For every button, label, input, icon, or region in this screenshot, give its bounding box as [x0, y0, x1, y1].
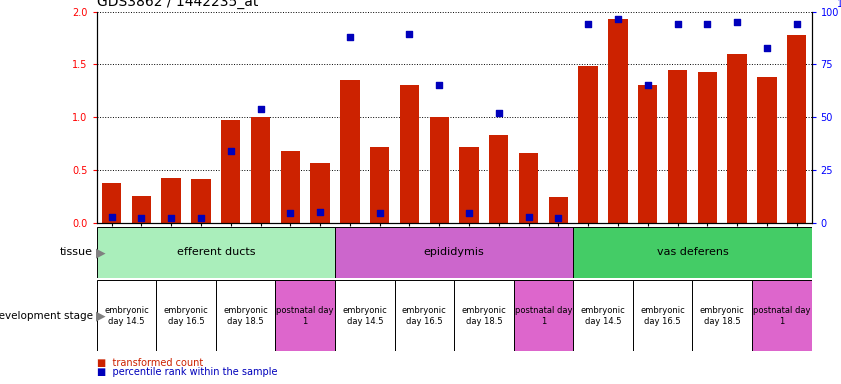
Point — [314, 209, 327, 215]
Bar — [97, 280, 156, 351]
Bar — [752, 280, 812, 351]
Bar — [310, 162, 330, 223]
Text: embryonic
day 18.5: embryonic day 18.5 — [462, 306, 506, 326]
Point — [403, 31, 416, 37]
Bar — [251, 117, 270, 223]
Bar — [638, 85, 658, 223]
Bar — [216, 280, 275, 351]
Bar — [275, 280, 335, 351]
Point — [283, 210, 297, 216]
Text: ■  percentile rank within the sample: ■ percentile rank within the sample — [97, 367, 278, 377]
Bar — [548, 197, 568, 223]
Point — [641, 82, 654, 88]
Bar — [459, 147, 479, 223]
Bar — [757, 77, 776, 223]
Bar — [132, 196, 151, 223]
Text: embryonic
day 14.5: embryonic day 14.5 — [580, 306, 626, 326]
Point — [611, 16, 625, 22]
Point — [373, 210, 386, 216]
Point — [194, 215, 208, 222]
Bar — [579, 66, 598, 223]
Text: tissue: tissue — [60, 247, 93, 258]
Text: efferent ducts: efferent ducts — [177, 247, 255, 258]
Bar — [399, 85, 419, 223]
Bar — [632, 280, 692, 351]
Text: postnatal day
1: postnatal day 1 — [277, 306, 334, 326]
Point — [552, 215, 565, 222]
Bar — [221, 120, 241, 223]
Bar — [692, 280, 752, 351]
Point — [790, 21, 803, 27]
Bar — [394, 280, 454, 351]
Bar — [370, 147, 389, 223]
Y-axis label: 100%: 100% — [837, 0, 841, 10]
Text: ▶: ▶ — [96, 310, 105, 322]
Point — [432, 82, 446, 88]
Bar — [191, 179, 210, 223]
Bar — [727, 54, 747, 223]
Text: embryonic
day 18.5: embryonic day 18.5 — [700, 306, 744, 326]
Bar — [97, 227, 335, 278]
Bar — [281, 151, 300, 223]
Bar — [489, 135, 509, 223]
Point — [254, 106, 267, 112]
Point — [522, 214, 536, 220]
Bar — [519, 153, 538, 223]
Point — [730, 19, 743, 25]
Text: embryonic
day 16.5: embryonic day 16.5 — [640, 306, 685, 326]
Text: ■  transformed count: ■ transformed count — [97, 358, 203, 368]
Point — [701, 21, 714, 27]
Point — [492, 110, 505, 116]
Text: embryonic
day 14.5: embryonic day 14.5 — [342, 306, 387, 326]
Point — [165, 215, 178, 222]
Bar — [668, 70, 687, 223]
Bar — [335, 280, 394, 351]
Bar — [574, 227, 812, 278]
Point — [760, 45, 774, 51]
Text: ▶: ▶ — [96, 246, 105, 259]
Text: embryonic
day 14.5: embryonic day 14.5 — [104, 306, 149, 326]
Bar — [698, 72, 717, 223]
Bar — [430, 117, 449, 223]
Text: vas deferens: vas deferens — [657, 247, 728, 258]
Text: embryonic
day 16.5: embryonic day 16.5 — [402, 306, 447, 326]
Point — [105, 214, 119, 220]
Text: GDS3862 / 1442235_at: GDS3862 / 1442235_at — [97, 0, 258, 9]
Text: development stage: development stage — [0, 311, 93, 321]
Bar — [102, 183, 121, 223]
Point — [224, 148, 237, 154]
Point — [463, 210, 476, 216]
Bar — [608, 19, 627, 223]
Bar — [341, 80, 360, 223]
Point — [343, 34, 357, 40]
Bar — [156, 280, 216, 351]
Text: embryonic
day 18.5: embryonic day 18.5 — [223, 306, 268, 326]
Text: postnatal day
1: postnatal day 1 — [753, 306, 811, 326]
Bar — [454, 280, 514, 351]
Bar — [161, 178, 181, 223]
Text: epididymis: epididymis — [424, 247, 484, 258]
Bar — [574, 280, 632, 351]
Point — [671, 21, 685, 27]
Point — [135, 215, 148, 222]
Bar — [787, 35, 807, 223]
Bar — [335, 227, 574, 278]
Point — [581, 21, 595, 27]
Bar — [514, 280, 574, 351]
Text: embryonic
day 16.5: embryonic day 16.5 — [164, 306, 209, 326]
Text: postnatal day
1: postnatal day 1 — [515, 306, 572, 326]
